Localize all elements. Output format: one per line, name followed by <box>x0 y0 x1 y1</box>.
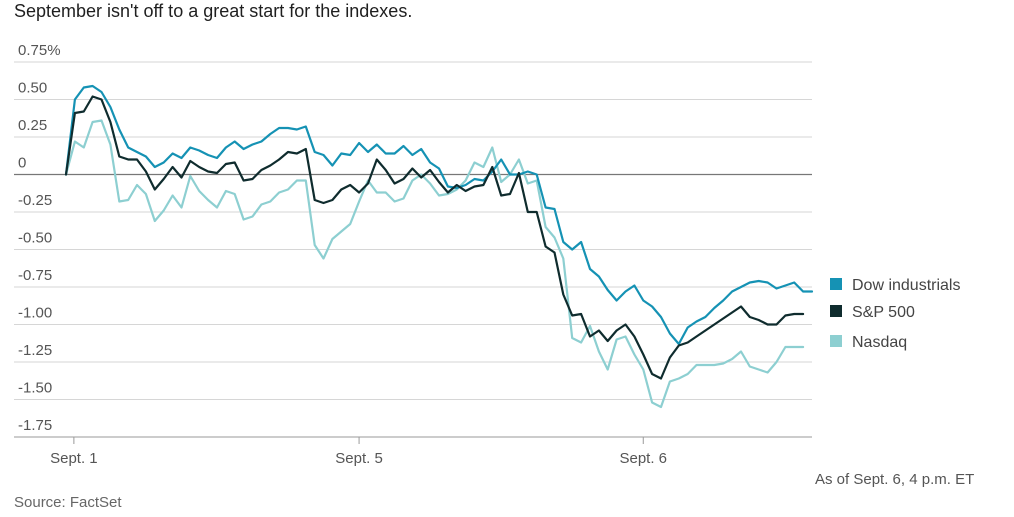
series-line-s-p-500 <box>64 95 805 380</box>
legend-label: Dow industrials <box>852 277 960 294</box>
series-line-nasdaq <box>64 119 805 409</box>
legend-label: Nasdaq <box>852 334 907 351</box>
x-tick-label: Sept. 6 <box>619 450 667 467</box>
y-tick-label: 0 <box>18 155 26 172</box>
legend-swatch <box>830 335 842 347</box>
y-tick-label: -0.25 <box>18 192 52 209</box>
x-tick-label: Sept. 1 <box>50 450 98 467</box>
y-tick-label: 0.25 <box>18 117 47 134</box>
legend-label: S&P 500 <box>852 304 915 321</box>
y-tick-label: 0.75% <box>18 42 61 59</box>
y-tick-label: -0.50 <box>18 230 52 247</box>
y-tick-label: -0.75 <box>18 267 52 284</box>
series-line-dow-industrials <box>64 84 814 346</box>
y-tick-label: -1.50 <box>18 380 52 397</box>
x-tick-label: Sept. 5 <box>335 450 383 467</box>
y-tick-label: -1.00 <box>18 305 52 322</box>
legend-swatch <box>830 305 842 317</box>
x-axis: Sept. 1 Sept. 5 Sept. 6 <box>14 436 812 467</box>
chart-legend: Dow industrials S&P 500 Nasdaq <box>830 277 960 351</box>
chart-series <box>64 84 814 409</box>
y-tick-label: -1.25 <box>18 342 52 359</box>
as-of-note: As of Sept. 6, 4 p.m. ET <box>815 471 975 488</box>
y-tick-label: -1.75 <box>18 417 52 434</box>
y-tick-label: 0.50 <box>18 80 47 97</box>
y-axis-ticks: 0.75% 0.50 0.25 0 -0.25 -0.50 -0.75 -1.00 -1.25 -… <box>18 42 61 434</box>
chart-grid <box>14 61 812 438</box>
source-note: Source: FactSet <box>14 494 122 511</box>
chart-title: September isn't off to a great start for… <box>14 1 413 21</box>
legend-swatch <box>830 278 842 290</box>
